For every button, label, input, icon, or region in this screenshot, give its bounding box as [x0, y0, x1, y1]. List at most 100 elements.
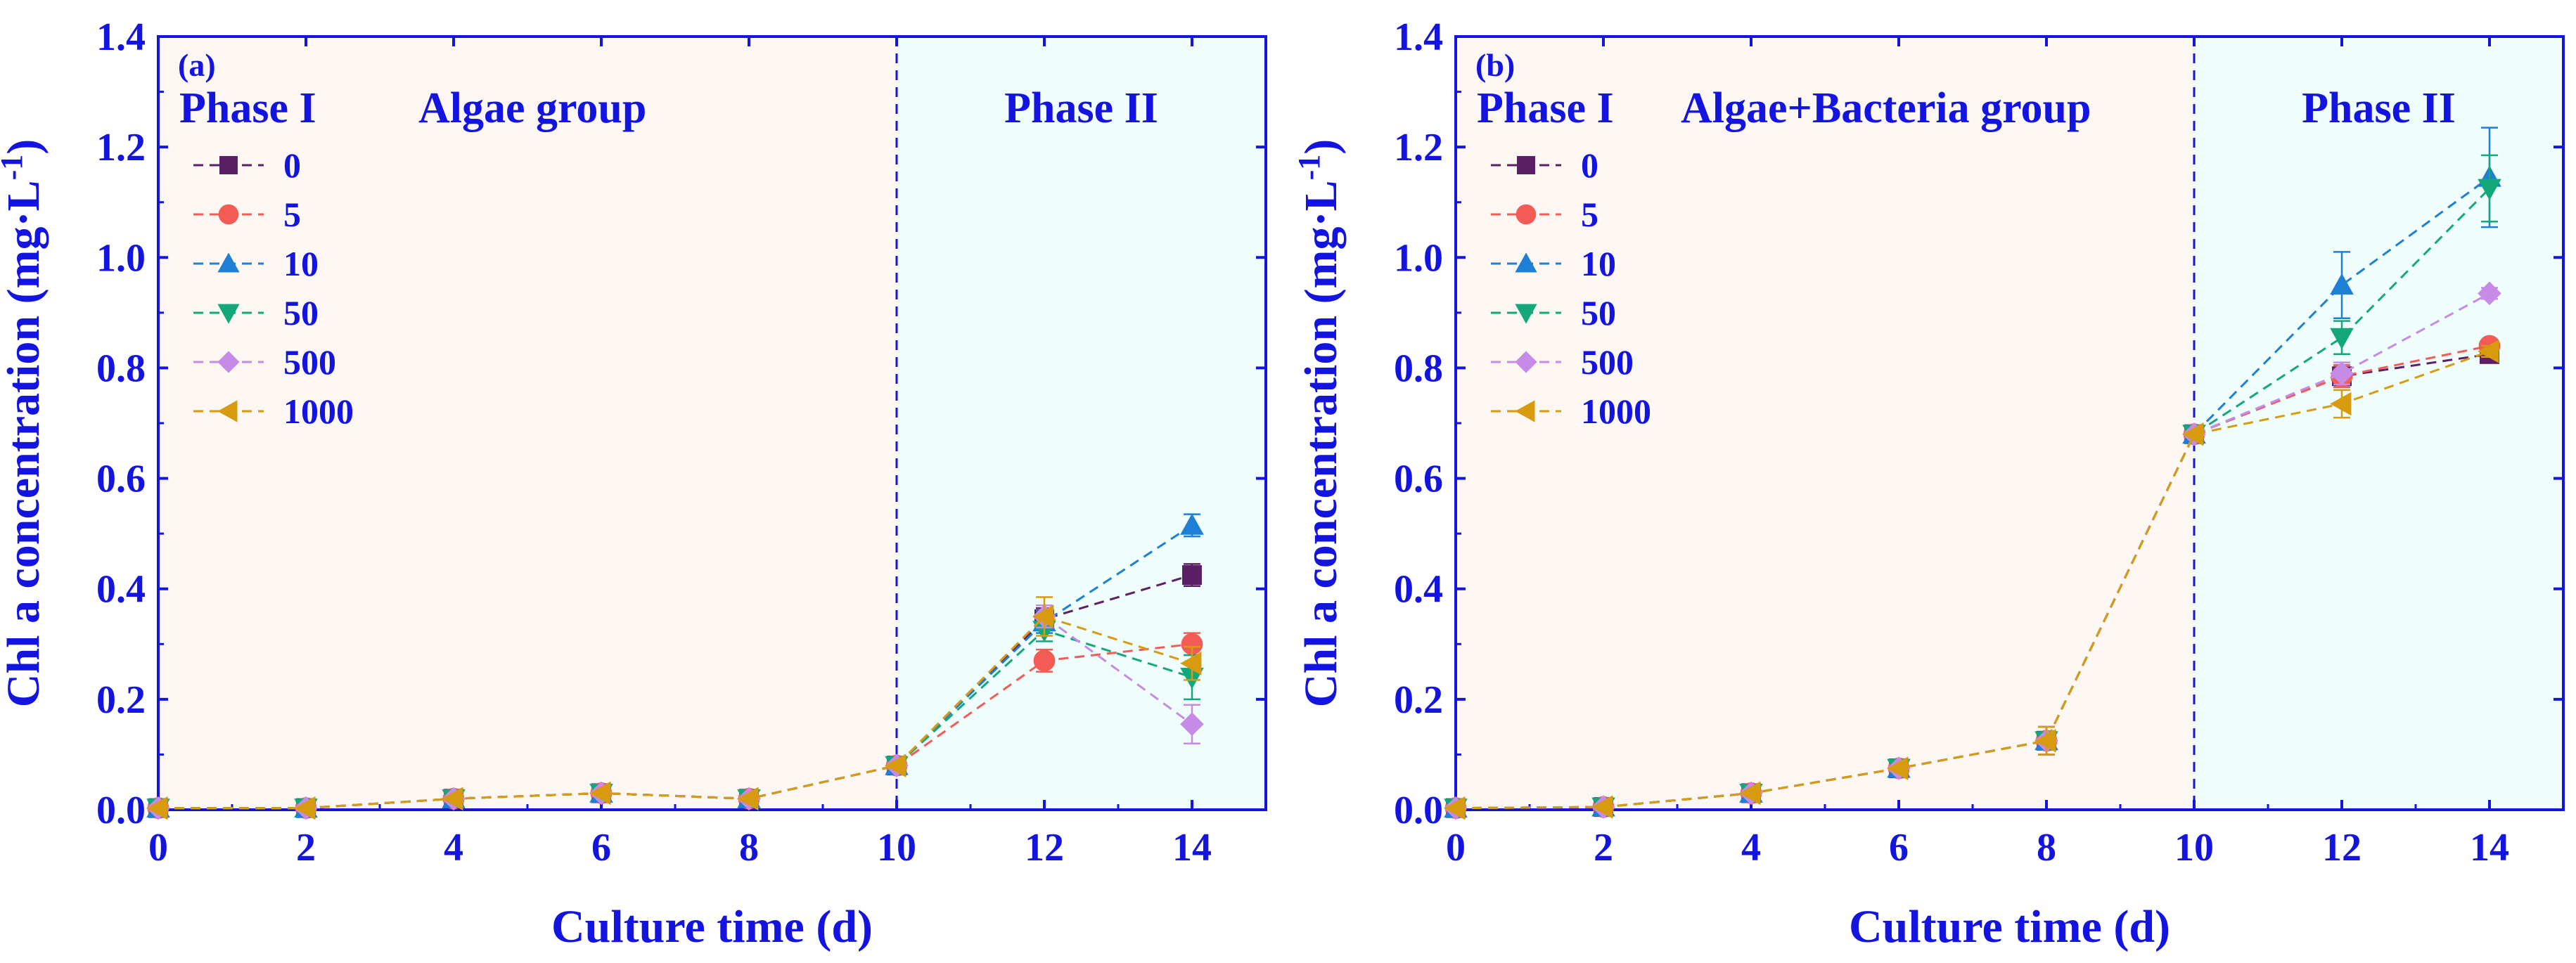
- panel-label: (a): [178, 47, 216, 83]
- y-axis-title-superscript: -1: [1292, 155, 1326, 181]
- legend-marker: [217, 304, 240, 324]
- legend-label: 1000: [283, 392, 354, 431]
- x-tick-label: 0: [148, 826, 168, 870]
- legend-marker: [217, 400, 238, 422]
- y-tick-label: 1.4: [96, 15, 146, 59]
- legend-marker: [218, 204, 239, 225]
- legend-marker: [1515, 304, 1537, 324]
- data-point: [146, 796, 168, 820]
- x-tick-label: 4: [1741, 826, 1761, 870]
- legend-label: 0: [1581, 146, 1598, 185]
- data-point: [1182, 565, 1202, 586]
- data-point: [737, 787, 759, 811]
- data-point: [885, 754, 906, 777]
- y-tick-label: 1.2: [96, 126, 146, 169]
- y-axis-title-end: ): [1295, 139, 1347, 155]
- x-axis-title: Culture time (d): [551, 901, 873, 952]
- phase1-label: Phase I: [1477, 84, 1614, 132]
- x-tick-label: 2: [1594, 826, 1613, 870]
- series-line: [158, 642, 1193, 810]
- legend-marker: [219, 156, 238, 174]
- y-tick-label: 0.2: [1394, 678, 1443, 722]
- x-tick-label: 14: [1172, 826, 1212, 870]
- legend-marker: [1517, 156, 1535, 174]
- y-axis-title: Chl a concentration (mg·L-1): [0, 139, 49, 707]
- x-tick-label: 12: [1025, 826, 1064, 870]
- data-point: [1181, 633, 1203, 655]
- data-point: [2034, 728, 2056, 753]
- legend-marker: [1515, 252, 1537, 273]
- phase1-background: [158, 37, 897, 810]
- legend-label: 1000: [1581, 392, 1651, 431]
- data-point: [589, 781, 611, 806]
- x-tick-label: 14: [2470, 826, 2509, 870]
- data-point: [2330, 328, 2354, 350]
- y-axis-title-end: ): [0, 139, 49, 155]
- data-point: [2478, 340, 2499, 363]
- data-point: [1887, 756, 1909, 780]
- y-tick-label: 0.2: [96, 678, 146, 722]
- x-tick-label: 8: [2037, 826, 2056, 870]
- group-title: Algae group: [418, 84, 646, 132]
- data-point: [1032, 605, 1054, 628]
- data-point: [1180, 513, 1204, 535]
- y-tick-label: 0.4: [1394, 568, 1443, 612]
- x-tick-label: 6: [1889, 826, 1909, 870]
- data-point: [2478, 179, 2501, 200]
- x-tick-label: 12: [2322, 826, 2362, 870]
- data-point: [2478, 281, 2501, 306]
- legend-label: 50: [1581, 293, 1616, 332]
- x-tick-label: 0: [1446, 826, 1466, 870]
- x-axis-title: Culture time (d): [1849, 901, 2170, 952]
- legend-label: 10: [283, 244, 319, 283]
- data-point: [2330, 392, 2352, 416]
- x-tick-label: 6: [591, 826, 611, 870]
- y-axis-title-superscript: -1: [0, 155, 29, 181]
- data-point: [294, 796, 316, 820]
- x-tick-label: 10: [877, 826, 916, 870]
- y-axis-title: Chl a concentration (mg·L-1): [1292, 139, 1347, 707]
- y-tick-label: 0.0: [1394, 789, 1443, 832]
- chart-panel-a: 0 2 4 6 8 10 12 14 0.0 0.2 0.4 0.6 0.8 1.0 1.2 1.4 Cultu…: [0, 15, 1267, 952]
- legend-marker: [217, 351, 240, 373]
- series-1000: [1444, 340, 2499, 820]
- data-point: [1591, 795, 1613, 819]
- y-tick-label: 1.2: [1394, 126, 1443, 169]
- y-axis-title-main: Chl a concentration (mg·L: [0, 180, 49, 707]
- data-point: [442, 787, 463, 811]
- legend-label: 0: [283, 146, 301, 185]
- legend-marker: [217, 252, 240, 273]
- phase2-label: Phase II: [2302, 84, 2456, 132]
- legend-label: 5: [1581, 195, 1598, 234]
- y-tick-label: 0.8: [1394, 347, 1443, 390]
- data-point: [1033, 649, 1056, 672]
- phase1-background: [1456, 37, 2194, 810]
- data-point: [2330, 361, 2354, 386]
- legend-label: 5: [283, 195, 301, 234]
- legend-marker: [1515, 351, 1537, 373]
- data-point: [1180, 651, 1202, 676]
- y-tick-label: 0.6: [1394, 458, 1443, 501]
- phase2-label: Phase II: [1004, 84, 1158, 132]
- phase2-background: [897, 37, 1266, 810]
- y-tick-label: 1.0: [96, 236, 146, 280]
- legend-label: 50: [283, 293, 319, 332]
- chart-panel-b: 0 2 4 6 8 10 12 14 0.0 0.2 0.4 0.6 0.8 1.0 1.2 1.4 Cultu…: [1292, 15, 2565, 952]
- phase2-background: [2194, 37, 2563, 810]
- y-tick-label: 1.4: [1394, 15, 1443, 59]
- y-axis-title-main: Chl a concentration (mg·L: [1295, 180, 1347, 707]
- legend-marker: [1515, 400, 1535, 422]
- y-tick-label: 0.6: [96, 458, 146, 501]
- data-point: [2182, 422, 2204, 446]
- data-point: [1739, 781, 1761, 806]
- data-point: [1180, 712, 1204, 737]
- series-1000: [146, 596, 1202, 820]
- x-tick-label: 2: [296, 826, 316, 870]
- series-line: [158, 524, 1193, 810]
- y-tick-label: 1.0: [1394, 236, 1443, 280]
- legend-label: 10: [1581, 244, 1616, 283]
- y-tick-label: 0.0: [96, 789, 146, 832]
- phase1-label: Phase I: [179, 84, 316, 132]
- x-tick-label: 4: [444, 826, 463, 870]
